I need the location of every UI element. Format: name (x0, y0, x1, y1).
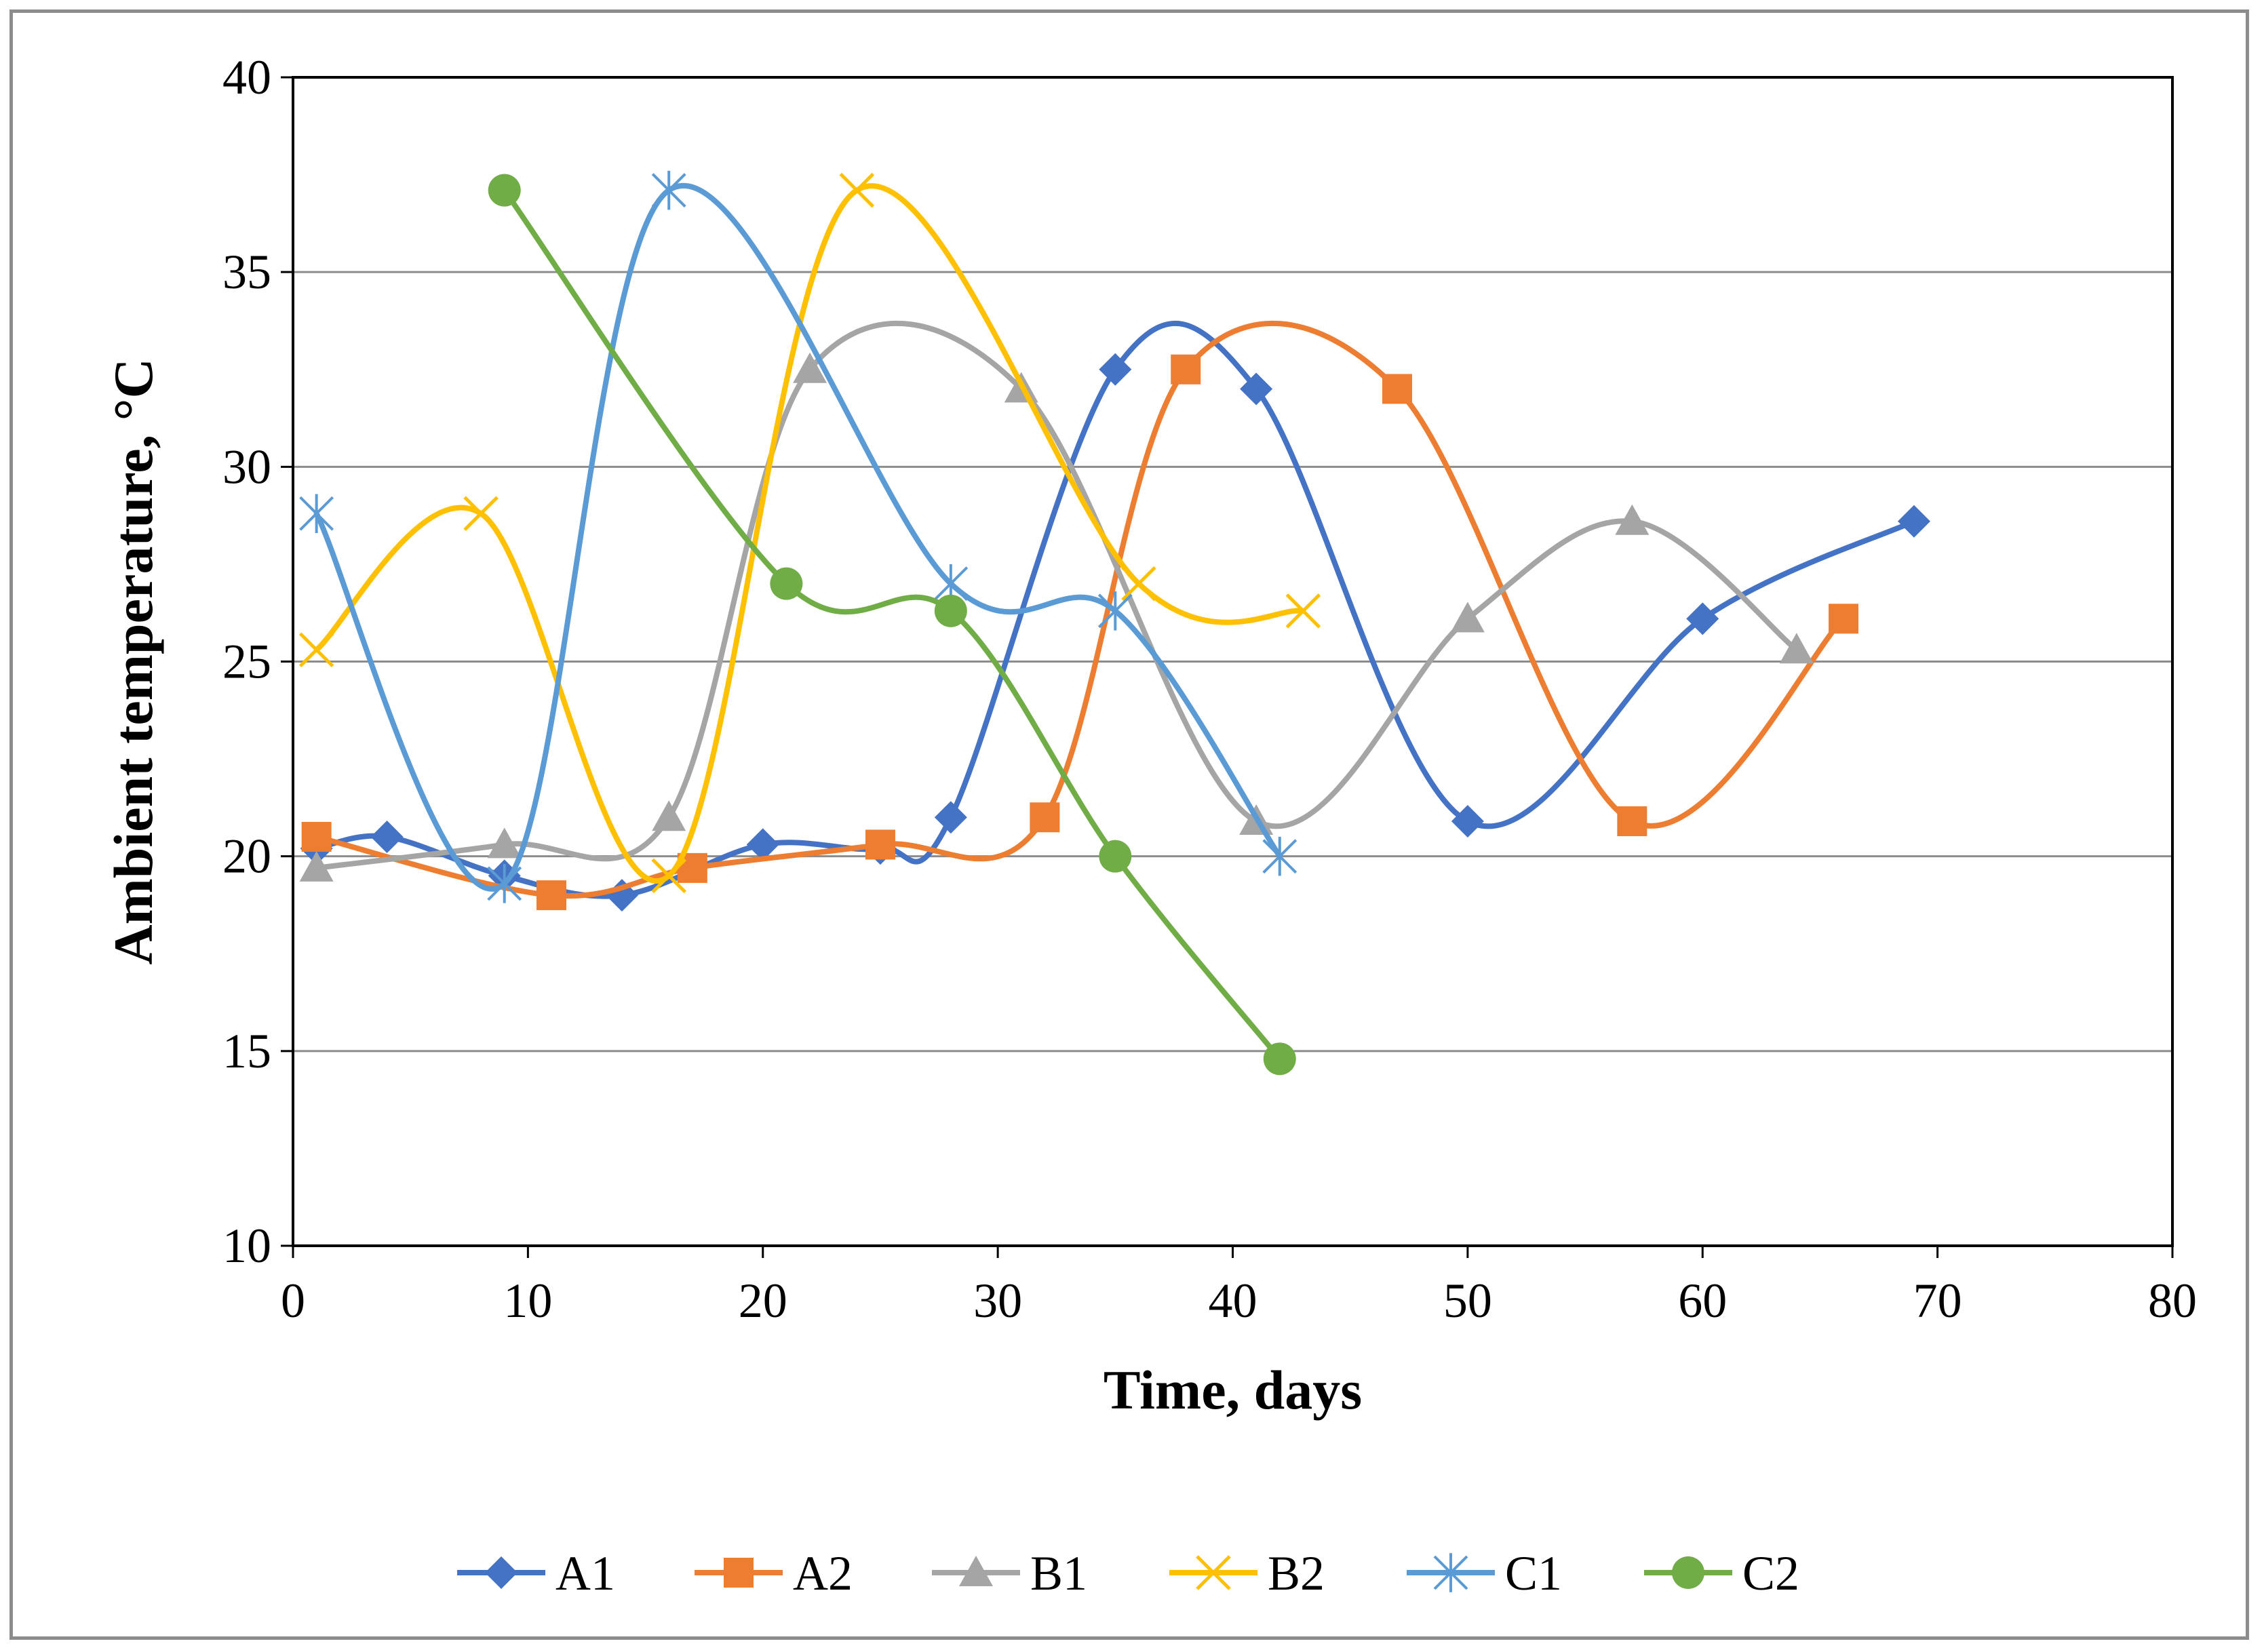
series-C1 (299, 170, 1297, 903)
legend-label-C2: C2 (1742, 1546, 1799, 1600)
y-tick-label: 35 (222, 245, 271, 299)
data-point-C1 (487, 864, 522, 903)
data-point-C2 (1099, 840, 1132, 873)
data-point-B2 (651, 858, 686, 894)
x-axis-ticks: 0 10 20 30 40 50 60 70 80 (281, 1246, 2197, 1328)
data-point-C2 (1263, 1042, 1296, 1076)
data-point-C2 (934, 594, 967, 627)
data-point-C2 (770, 567, 803, 600)
data-point-A1 (1240, 372, 1273, 406)
legend-label-B1: B1 (1030, 1546, 1087, 1600)
series-layer (298, 170, 1930, 1076)
data-point-B2 (463, 496, 499, 532)
legend-label-C1: C1 (1505, 1546, 1562, 1600)
x-tick-label: 0 (281, 1274, 305, 1328)
data-point-C2 (488, 174, 521, 207)
data-point-A1 (1686, 602, 1719, 635)
y-tick-label: 10 (222, 1219, 271, 1273)
data-point-B1 (1450, 602, 1485, 633)
legend-marker-B2 (1196, 1555, 1231, 1590)
x-tick-label: 50 (1443, 1274, 1492, 1328)
data-point-A2 (301, 821, 332, 852)
series-B2 (298, 172, 1321, 894)
data-point-B2 (1121, 566, 1156, 602)
legend-marker-A2 (724, 1558, 754, 1588)
legend-label-A2: A2 (793, 1546, 853, 1600)
data-point-B1 (1779, 633, 1814, 664)
data-point-C1 (1097, 591, 1133, 631)
legend-item-A2: A2 (695, 1546, 853, 1600)
series-line-A2 (313, 320, 1847, 899)
data-point-C1 (651, 170, 686, 210)
x-axis-title: Time, days (1104, 1359, 1362, 1421)
data-point-A1 (1099, 353, 1132, 386)
x-tick-label: 30 (973, 1274, 1022, 1328)
x-tick-label: 20 (739, 1274, 787, 1328)
y-axis-ticks: 10 15 20 25 30 35 40 (222, 50, 293, 1273)
data-point-C1 (299, 494, 334, 534)
data-point-B2 (298, 632, 334, 668)
data-point-B2 (1285, 593, 1321, 629)
y-axis-title: Ambient temperature, °C (102, 358, 164, 964)
x-tick-label: 60 (1678, 1274, 1727, 1328)
data-point-A2 (1617, 806, 1647, 836)
data-point-A2 (1382, 374, 1412, 404)
legend-item-A1: A1 (457, 1546, 615, 1600)
legend-item-C1: C1 (1407, 1546, 1562, 1600)
data-point-A2 (1030, 802, 1060, 833)
series-line-C1 (313, 182, 1283, 892)
legend-label-A1: A1 (555, 1546, 615, 1600)
data-point-A2 (1829, 604, 1859, 634)
data-point-A2 (536, 880, 567, 911)
data-point-A1 (934, 801, 967, 834)
legend-marker-A1 (485, 1556, 518, 1589)
legend-item-C2: C2 (1644, 1546, 1799, 1600)
x-tick-label: 10 (503, 1274, 552, 1328)
data-point-A1 (746, 828, 779, 861)
legend-label-B2: B2 (1268, 1546, 1325, 1600)
data-point-B2 (839, 172, 875, 208)
data-point-B1 (652, 800, 686, 831)
y-tick-label: 30 (222, 439, 271, 494)
data-point-A2 (865, 829, 895, 860)
data-point-B1 (487, 827, 522, 859)
legend-item-B2: B2 (1169, 1546, 1325, 1600)
x-tick-label: 80 (2148, 1274, 2197, 1328)
y-tick-label: 25 (222, 635, 271, 689)
y-tick-label: 40 (222, 50, 271, 104)
data-point-B1 (793, 352, 827, 383)
series-line-B2 (313, 183, 1306, 884)
data-point-C1 (1262, 836, 1297, 876)
gridlines (293, 271, 2172, 1053)
legend-marker-B1 (959, 1556, 993, 1586)
chart-frame: 0 10 20 30 40 50 60 70 80 10 15 20 25 30 35 40 Time, d… (9, 9, 2249, 1640)
legend-marker-C1 (1433, 1553, 1468, 1592)
x-tick-label: 40 (1209, 1274, 1257, 1328)
data-point-A2 (1171, 354, 1201, 385)
legend-marker-C2 (1672, 1556, 1704, 1589)
data-point-A1 (1451, 804, 1484, 838)
data-point-A1 (370, 820, 404, 853)
y-tick-label: 20 (222, 829, 271, 884)
data-point-A1 (1897, 505, 1930, 538)
data-point-B1 (1615, 504, 1650, 535)
y-tick-label: 15 (222, 1024, 271, 1078)
legend-item-B1: B1 (932, 1546, 1087, 1600)
x-tick-label: 70 (1913, 1274, 1962, 1328)
series-C2 (488, 174, 1296, 1076)
data-point-B1 (299, 850, 334, 882)
legend: A1 A2 B1 B2 C1 C2 (457, 1546, 1799, 1600)
